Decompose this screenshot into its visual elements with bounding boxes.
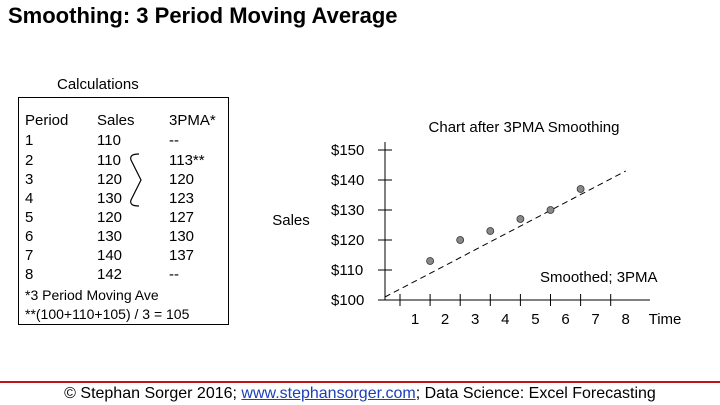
row-5-3pma: 127 [169, 209, 195, 226]
row-6-period: 6 [25, 228, 34, 245]
row-8-period: 8 [25, 266, 34, 283]
data-point [456, 236, 465, 244]
row-7-sales: 140 [97, 247, 123, 264]
x-tick-label: 5 [531, 311, 539, 328]
row-3-period: 3 [25, 171, 34, 188]
y-tick-label: $100 [331, 292, 364, 309]
footer-rule [0, 381, 720, 383]
data-point [516, 215, 525, 223]
footer-link[interactable]: www.stephansorger.com [241, 385, 416, 402]
footer-copyright: © Stephan Sorger 2016; [64, 385, 242, 402]
row-2-3pma: 113** [169, 152, 205, 169]
row-7-3pma: 137 [169, 247, 195, 264]
row-2-period: 2 [25, 152, 34, 169]
row-5-period: 5 [25, 209, 34, 226]
footer: © Stephan Sorger 2016; www.stephansorger… [0, 385, 720, 403]
row-7-period: 7 [25, 247, 34, 264]
header-sales: Sales [97, 112, 135, 129]
y-tick-label: $110 [331, 262, 363, 279]
calculations-table: Period Sales 3PMA* 1 110 -- 2 110 113** … [18, 97, 229, 325]
data-point [426, 257, 435, 265]
trendline [384, 170, 626, 298]
data-point [546, 206, 555, 214]
row-3-sales: 120 [97, 171, 123, 188]
page-title: Smoothing: 3 Period Moving Average [8, 3, 398, 28]
x-tick-label: 8 [622, 311, 630, 328]
y-axis-label: Sales [272, 212, 310, 229]
row-4-period: 4 [25, 190, 34, 207]
y-tick-label: $130 [331, 202, 364, 219]
row-8-sales: 142 [97, 266, 123, 283]
calculations-label: Calculations [57, 76, 139, 93]
x-tick-label: 3 [471, 311, 479, 328]
x-tick-label: 2 [441, 311, 449, 328]
row-6-sales: 130 [97, 228, 123, 245]
chart-annotation: Smoothed; 3PMA [540, 269, 658, 286]
x-tick-label: 1 [411, 311, 419, 328]
footnote-3pma: *3 Period Moving Ave [25, 287, 159, 303]
row-1-3pma: -- [169, 132, 179, 149]
footer-suffix: ; Data Science: Excel Forecasting [415, 385, 656, 402]
row-8-3pma: -- [169, 266, 179, 283]
row-1-period: 1 [25, 132, 34, 149]
data-point [576, 185, 585, 193]
header-period: Period [25, 112, 69, 129]
footnote-calculation: **(100+110+105) / 3 = 105 [25, 306, 190, 322]
data-point [486, 227, 495, 235]
row-4-sales: 130 [97, 190, 123, 207]
row-4-3pma: 123 [169, 190, 195, 207]
group-bracket [130, 153, 142, 207]
row-1-sales: 110 [97, 132, 121, 149]
row-3-3pma: 120 [169, 171, 195, 188]
x-tick-label: 4 [501, 311, 509, 328]
x-axis-label: Time [649, 311, 682, 328]
y-tick-label: $140 [331, 172, 364, 189]
x-tick-label: 7 [591, 311, 599, 328]
y-tick-label: $120 [331, 232, 364, 249]
header-3pma: 3PMA* [169, 112, 216, 129]
y-tick-label: $150 [331, 142, 364, 159]
chart-title: Chart after 3PMA Smoothing [429, 119, 620, 136]
x-tick-label: 6 [561, 311, 569, 328]
row-5-sales: 120 [97, 209, 123, 226]
row-2-sales: 110 [97, 152, 121, 169]
row-6-3pma: 130 [169, 228, 195, 245]
